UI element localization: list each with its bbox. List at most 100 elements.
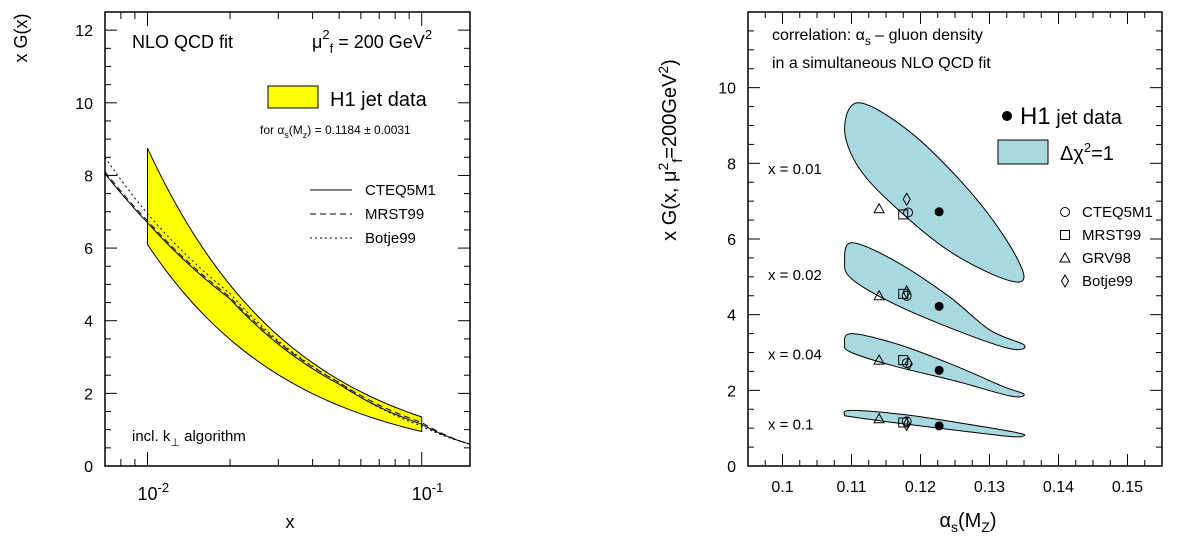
error-ellipse-0 [844,102,1025,283]
right-y-axis-label: x G(x, μ2f=200GeV2) [655,59,685,241]
legend-label-CTEQ5M1: CTEQ5M1 [365,182,436,199]
legend-h1-marker [1002,111,1012,121]
alpha-note: for αs(Mz) = 0.1184 ± 0.0031 [260,123,411,140]
right-title-line1-part: – gluon density [871,27,983,44]
series-line-Botje99 [105,157,470,445]
legend-model-MRST99: MRST99 [1082,227,1141,244]
right-y-axis-label-part: f [669,159,685,163]
alpha-note-part: z [303,130,308,140]
right-x-axis-label-part: ) [990,510,997,532]
legend-ellipse-swatch [997,139,1049,165]
left-x-axis-label: x [286,512,295,532]
right-title-line1-part: s [865,34,871,48]
footnote-algorithm-part: incl. k [132,428,171,445]
h1-point-1 [934,301,944,311]
right-ytick-label: 4 [727,308,736,325]
left-scale-label: μ2f = 200 GeV2 [312,27,432,56]
group-label-3: x = 0.1 [768,416,813,433]
right-ytick-label: 6 [727,232,736,249]
right-xtick-label: 0.13 [974,479,1005,496]
right-xtick-label: 0.1 [771,479,793,496]
group-label-0: x = 0.01 [768,161,822,178]
left-ytick-label: 0 [84,459,93,476]
legend-model-CTEQ5M1: CTEQ5M1 [1082,204,1153,221]
legend-band-label: H1 jet data [330,89,428,111]
left-x-axis-label-part: x [286,512,295,532]
group-label-3-part: x = 0.1 [768,416,813,433]
legend-label-MRST99: MRST99 [365,206,424,223]
right-ytick-label: 10 [718,81,736,98]
legend-label-CTEQ5M1-part: CTEQ5M1 [365,182,436,199]
marker-MRST99-3 [898,417,909,428]
legend-ellipse-label-part: =1 [1091,143,1114,165]
right-y-axis-label-part: 2 [655,66,671,74]
right-x-axis-label-part: (M [958,510,981,532]
error-ellipse-2 [843,333,1025,398]
right-y-axis-label-part: ) [659,59,681,66]
legend-model-GRV98-part: GRV98 [1082,250,1131,267]
left-scale-label-part: 2 [425,27,432,42]
h1-jet-band [146,147,423,433]
footnote-algorithm: incl. k⊥ algorithm [132,428,246,449]
legend-label-Botje99: Botje99 [365,230,416,247]
left-xtick-label-part: 10 [137,484,157,504]
left-xtick-label: 10-1 [412,480,444,504]
footnote-algorithm-part: ⊥ [170,437,180,449]
left-y-axis-label-part: x G(x) [11,14,31,63]
legend-label-MRST99-part: MRST99 [365,206,424,223]
alpha-note-part: ) = 0.1184 ± 0.0031 [307,123,411,137]
left-scale-label-part: μ [312,32,322,52]
right-y-axis-label-part: =200GeV [659,73,681,159]
legend-h1-label: H1 jet data [1020,103,1123,130]
legend-marker-CTEQ5M1 [1060,207,1070,217]
left-ytick-label: 8 [84,168,93,185]
right-x-axis-label: αs(MZ) [939,510,996,535]
legend-model-Botje99-part: Botje99 [1082,273,1133,290]
marker-Botje99-3 [902,417,911,432]
legend-marker-GRV98 [1059,251,1071,263]
group-label-1: x = 0.02 [768,267,822,284]
right-title-line2-part: in a simultaneous NLO QCD fit [772,55,991,72]
marker-Botje99-0 [902,192,911,207]
right-xtick-label: 0.14 [1043,479,1074,496]
left-scale-label-part: = 200 GeV [333,32,425,52]
left-fit-title: NLO QCD fit [132,32,233,52]
marker-CTEQ5M1-1 [901,290,912,301]
left-ytick-label: 4 [84,314,93,331]
legend-model-Botje99: Botje99 [1082,273,1133,290]
error-ellipse-3 [843,409,1026,438]
group-label-0-part: x = 0.01 [768,161,822,178]
marker-Botje99-2 [904,356,913,371]
right-xtick-label: 0.12 [905,479,936,496]
group-label-2-part: x = 0.04 [768,346,822,363]
right-y-axis-label-part: x G(x, μ [659,170,681,240]
legend-marker-MRST99 [1060,230,1070,240]
right-title-line2: in a simultaneous NLO QCD fit [772,55,991,72]
marker-GRV98-1 [873,289,885,301]
right-title-line1-part: correlation: α [772,27,865,44]
right-y-axis-label-part: 2 [655,162,671,170]
right-xtick-label: 0.15 [1112,479,1143,496]
marker-Botje99-1 [902,284,911,299]
legend-ellipse-label: Δχ2=1 [1060,140,1114,165]
right-ytick-label: 8 [727,156,736,173]
marker-GRV98-2 [873,354,885,365]
legend-model-CTEQ5M1-part: CTEQ5M1 [1082,204,1153,221]
left-chart [105,147,470,445]
right-xtick-label: 0.11 [837,479,867,496]
left-scale-label-part: 2 [322,27,329,42]
right-x-axis-label-part: α [939,510,951,532]
legend-ellipse-label-part: 2 [1084,140,1091,155]
left-y-axis-label: x G(x) [11,14,31,63]
legend-model-GRV98: GRV98 [1082,250,1131,267]
left-xtick-label-part: -2 [158,480,170,495]
marker-MRST99-1 [898,288,909,299]
legend-label-Botje99-part: Botje99 [365,230,416,247]
series-line-MRST99 [105,171,470,445]
marker-MRST99-0 [898,209,909,220]
marker-GRV98-3 [873,412,885,424]
legend-h1-label-part: H1 [1020,103,1051,130]
left-ytick-label: 6 [84,241,93,258]
footnote-algorithm-part: algorithm [180,428,246,445]
marker-CTEQ5M1-3 [901,416,912,427]
